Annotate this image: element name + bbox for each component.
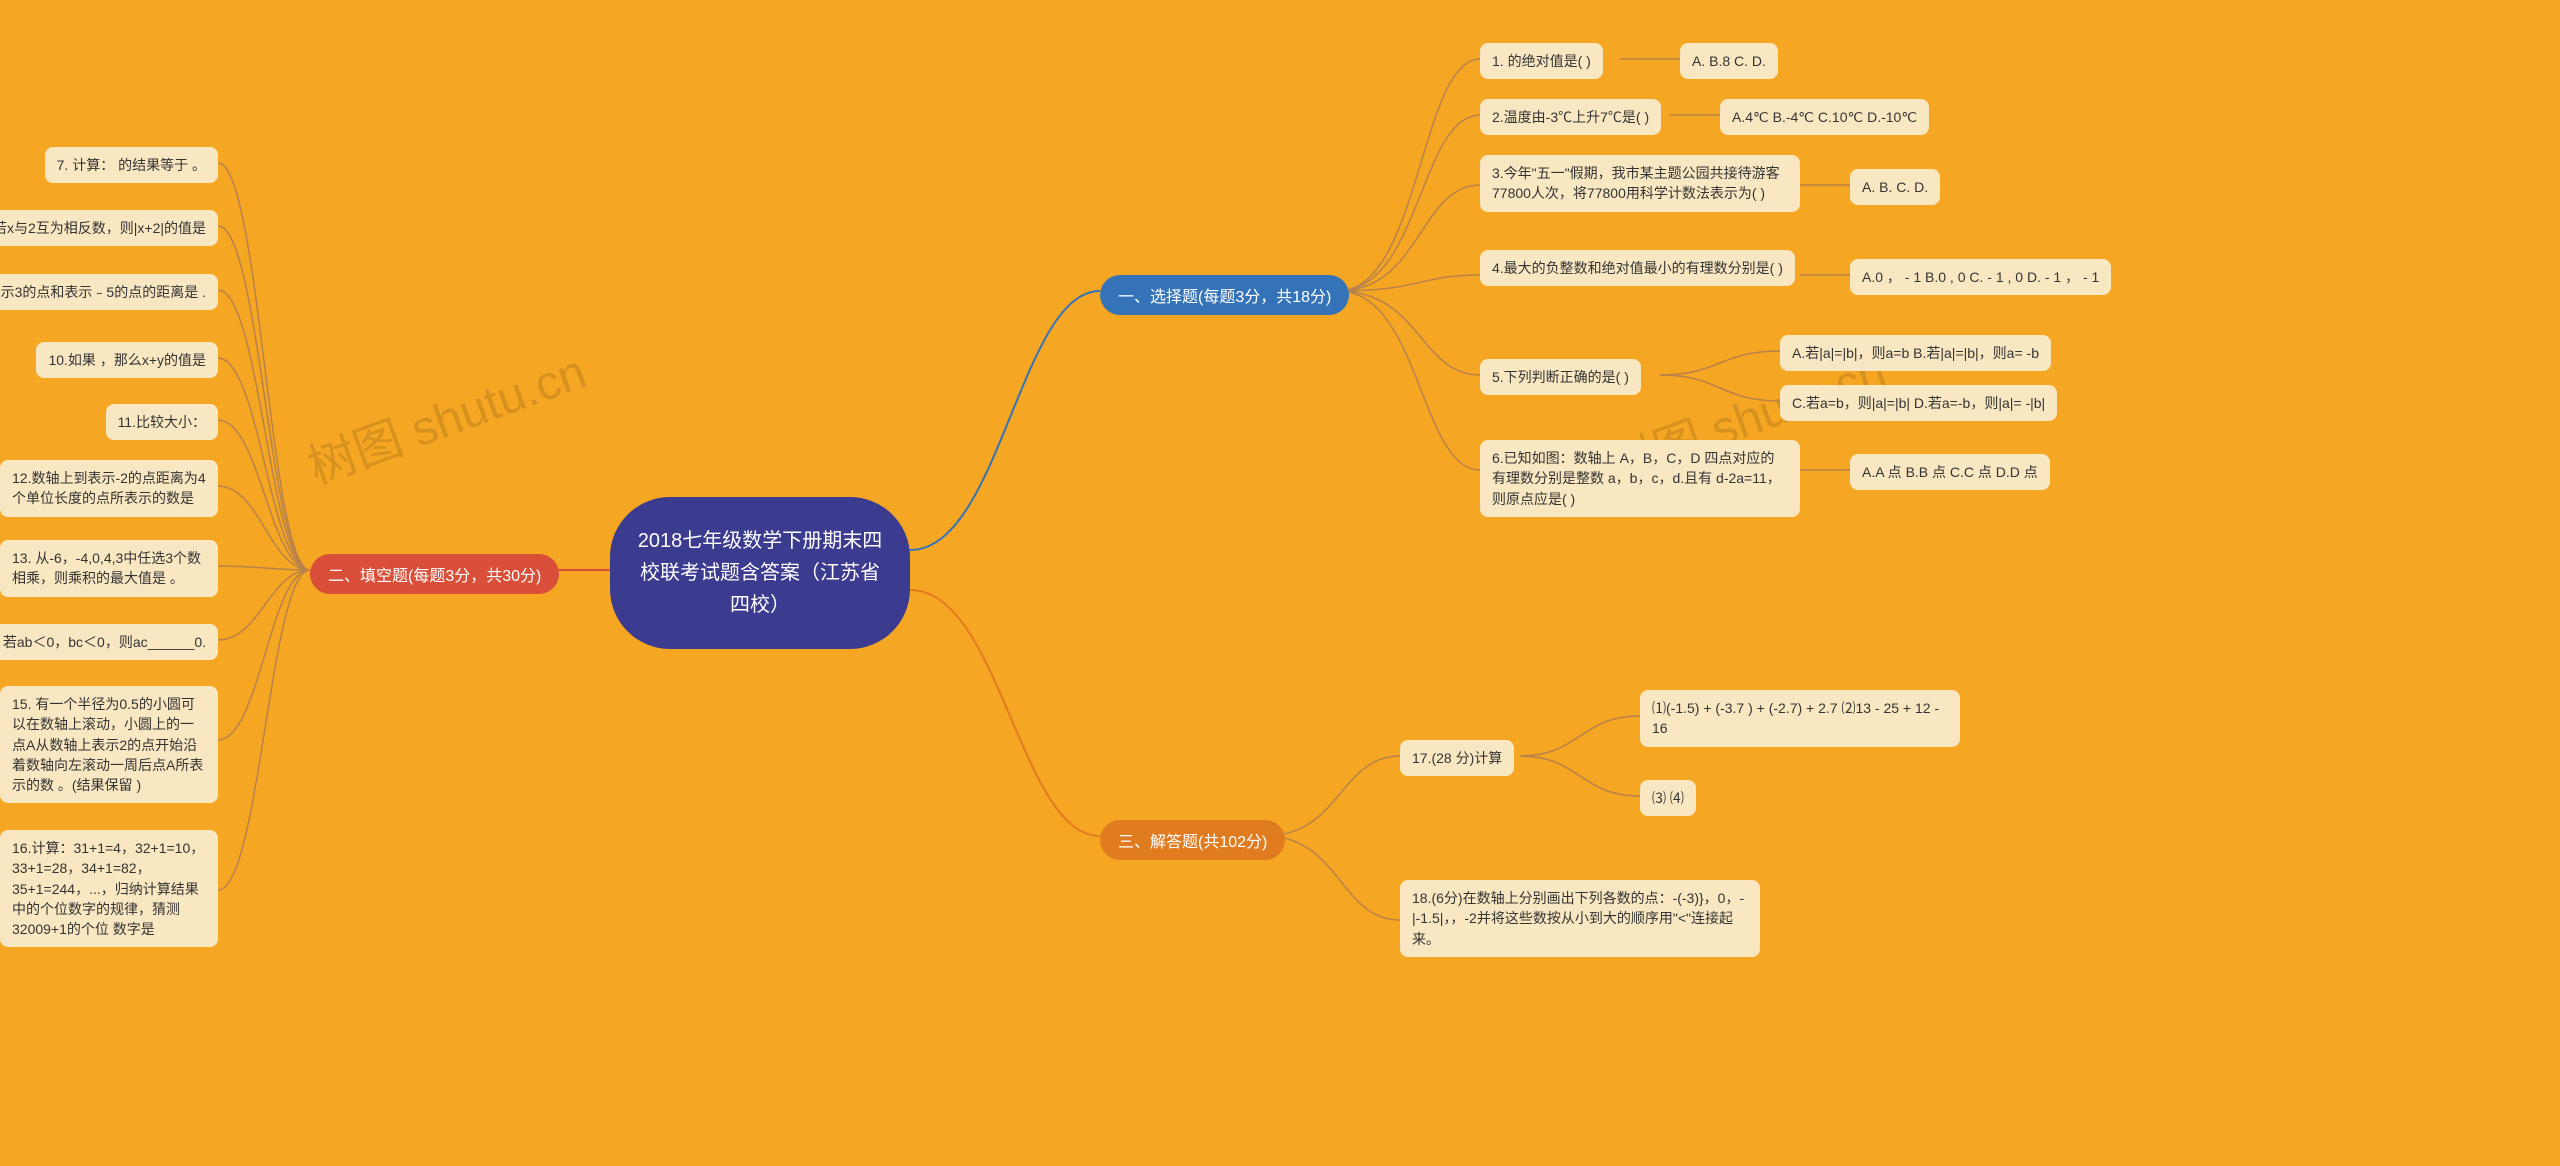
s1-q6-ans: A.A 点 B.B 点 C.C 点 D.D 点 [1850,454,2050,490]
s2-q16[interactable]: 16.计算：31+1=4，32+1=10，33+1=28，34+1=82，35+… [0,830,218,947]
s2-q14-text: 14. 若ab＜0，bc＜0，则ac______0. [0,634,206,650]
s2-q10[interactable]: 10.如果 ，那么x+y的值是 [36,342,218,378]
s1-q3-ans-text: A. B. C. D. [1862,179,1928,195]
s1-q1-ans: A. B.8 C. D. [1680,43,1778,79]
s1-q5-ans-a: A.若|a|=|b|，则a=b B.若|a|=|b|，则a= -b [1780,335,2051,371]
s3-q18-text: 18.(6分)在数轴上分别画出下列各数的点：-(-3)}，0，-|-1.5|，，… [1412,890,1744,947]
s3-q17-a-text: ⑴(-1.5) + (-3.7 ) + (-2.7) + 2.7 ⑵13 - 2… [1652,700,1939,736]
s1-q6[interactable]: 6.已知如图：数轴上 A，B，C，D 四点对应的有理数分别是整数 a，b，c，d… [1480,440,1800,517]
root-text: 2018七年级数学下册期末四校联考试题含答案（江苏省四校） [638,530,883,616]
s1-q6-text: 6.已知如图：数轴上 A，B，C，D 四点对应的有理数分别是整数 a，b，c，d… [1492,450,1781,507]
s1-q1-text: 1. 的绝对值是( ) [1492,53,1591,69]
branch-s3-label: 三、解答题(共102分) [1118,834,1267,851]
branch-s2[interactable]: 二、填空题(每题3分，共30分) [310,554,559,594]
s3-q17-a: ⑴(-1.5) + (-3.7 ) + (-2.7) + 2.7 ⑵13 - 2… [1640,690,1960,747]
s3-q17-b-text: ⑶ ⑷ [1652,790,1684,806]
s2-q12-text: 12.数轴上到表示-2的点距离为4个单位长度的点所表示的数是 [12,470,206,506]
s2-q13[interactable]: 13. 从-6，-4,0,4,3中任选3个数相乘，则乘积的最大值是 。 [0,540,218,597]
root-node: 2018七年级数学下册期末四校联考试题含答案（江苏省四校） [610,497,910,649]
branch-s1-label: 一、选择题(每题3分，共18分) [1118,289,1331,306]
s1-q1[interactable]: 1. 的绝对值是( ) [1480,43,1603,79]
s2-q15[interactable]: 15. 有一个半径为0.5的小圆可以在数轴上滚动，小圆上的一点A从数轴上表示2的… [0,686,218,803]
s2-q9-text: 9. 数轴上表示3的点和表示﹣5的点的距离是 . [0,284,206,300]
branch-s2-label: 二、填空题(每题3分，共30分) [328,568,541,585]
s1-q5-ans-b-text: C.若a=b，则|a|=|b| D.若a=-b，则|a|= -|b| [1792,395,2045,411]
s2-q16-text: 16.计算：31+1=4，32+1=10，33+1=28，34+1=82，35+… [12,840,204,937]
s1-q5[interactable]: 5.下列判断正确的是( ) [1480,359,1641,395]
s2-q10-text: 10.如果 ，那么x+y的值是 [48,352,206,368]
s3-q18[interactable]: 18.(6分)在数轴上分别画出下列各数的点：-(-3)}，0，-|-1.5|，，… [1400,880,1760,957]
s1-q3-ans: A. B. C. D. [1850,169,1940,205]
s3-q17-b: ⑶ ⑷ [1640,780,1696,816]
s1-q6-ans-text: A.A 点 B.B 点 C.C 点 D.D 点 [1862,464,2038,480]
s1-q2[interactable]: 2.温度由-3℃上升7℃是( ) [1480,99,1661,135]
s2-q9[interactable]: 9. 数轴上表示3的点和表示﹣5的点的距离是 . [0,274,218,310]
branch-s3[interactable]: 三、解答题(共102分) [1100,820,1285,860]
s1-q2-text: 2.温度由-3℃上升7℃是( ) [1492,109,1649,125]
s2-q7-text: 7. 计算： 的结果等于 。 [57,157,206,173]
s1-q4[interactable]: 4.最大的负整数和绝对值最小的有理数分别是( ) [1480,250,1795,286]
s3-q17-text: 17.(28 分)计算 [1412,750,1502,766]
s2-q11[interactable]: 11.比较大小： [106,404,218,440]
s2-q13-text: 13. 从-6，-4,0,4,3中任选3个数相乘，则乘积的最大值是 。 [12,550,201,586]
s2-q15-text: 15. 有一个半径为0.5的小圆可以在数轴上滚动，小圆上的一点A从数轴上表示2的… [12,696,203,793]
s1-q4-text: 4.最大的负整数和绝对值最小的有理数分别是( ) [1492,260,1783,276]
watermark: 树图 shutu.cn [297,332,594,497]
s1-q5-text: 5.下列判断正确的是( ) [1492,369,1629,385]
s2-q11-text: 11.比较大小： [118,414,206,430]
s1-q2-ans: A.4℃ B.-4℃ C.10℃ D.-10℃ [1720,99,1929,135]
s2-q8-text: 8. 若x与2互为相反数，则|x+2|的值是 [0,220,206,236]
s1-q4-ans-text: A.0 ， - 1 B.0 , 0 C. - 1 , 0 D. - 1 ， - … [1862,269,2099,285]
s1-q3-text: 3.今年"五一"假期，我市某主题公园共接待游客77800人次，将77800用科学… [1492,165,1780,201]
s1-q5-ans-a-text: A.若|a|=|b|，则a=b B.若|a|=|b|，则a= -b [1792,345,2039,361]
s2-q14[interactable]: 14. 若ab＜0，bc＜0，则ac______0. [0,624,218,660]
s1-q4-ans: A.0 ， - 1 B.0 , 0 C. - 1 , 0 D. - 1 ， - … [1850,259,2111,295]
s2-q12[interactable]: 12.数轴上到表示-2的点距离为4个单位长度的点所表示的数是 [0,460,218,517]
s1-q3[interactable]: 3.今年"五一"假期，我市某主题公园共接待游客77800人次，将77800用科学… [1480,155,1800,212]
s3-q17[interactable]: 17.(28 分)计算 [1400,740,1514,776]
s2-q8[interactable]: 8. 若x与2互为相反数，则|x+2|的值是 [0,210,218,246]
s1-q1-ans-text: A. B.8 C. D. [1692,53,1766,69]
s1-q5-ans-b: C.若a=b，则|a|=|b| D.若a=-b，则|a|= -|b| [1780,385,2057,421]
branch-s1[interactable]: 一、选择题(每题3分，共18分) [1100,275,1349,315]
s2-q7[interactable]: 7. 计算： 的结果等于 。 [45,147,218,183]
s1-q2-ans-text: A.4℃ B.-4℃ C.10℃ D.-10℃ [1732,109,1917,125]
